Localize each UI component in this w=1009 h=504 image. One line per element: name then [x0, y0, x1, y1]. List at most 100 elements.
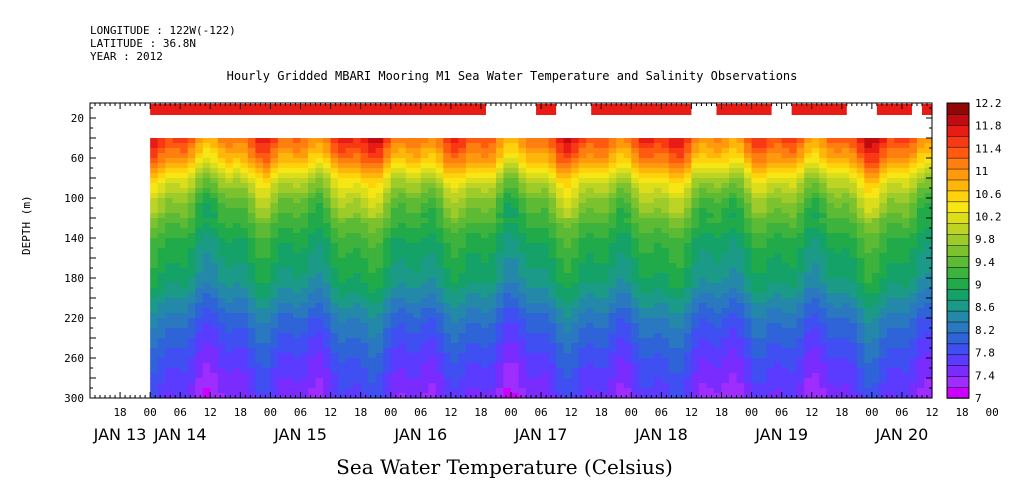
heatmap-cell [744, 313, 753, 319]
heatmap-cell [292, 328, 302, 334]
heatmap-cell [676, 393, 685, 399]
heatmap-cell [150, 198, 159, 204]
heatmap-cell [345, 183, 354, 189]
heatmap-cell [217, 328, 226, 334]
heatmap-cell [819, 278, 828, 284]
heatmap-cell [518, 143, 527, 149]
heatmap-cell [353, 143, 362, 149]
heatmap-cell [691, 353, 700, 359]
heatmap-cell [398, 378, 407, 384]
heatmap-cell [556, 163, 565, 169]
heatmap-cell [262, 263, 272, 269]
heatmap-cell [353, 213, 362, 219]
heatmap-cell [811, 318, 820, 324]
heatmap-cell [623, 188, 632, 194]
heatmap-cell [503, 273, 512, 279]
heatmap-cell [819, 348, 828, 354]
heatmap-cell [285, 243, 294, 249]
heatmap-cell [849, 273, 858, 279]
heatmap-cell [623, 293, 632, 299]
heatmap-cell [586, 368, 595, 374]
heatmap-cell [165, 253, 174, 259]
heatmap-cell [488, 233, 497, 239]
heatmap-cell [330, 383, 339, 389]
heatmap-cell [796, 223, 805, 229]
heatmap-cell [458, 138, 467, 144]
heatmap-cell [383, 203, 392, 209]
heatmap-cell [601, 338, 610, 344]
heatmap-cell [405, 253, 414, 259]
heatmap-cell [428, 158, 437, 164]
heatmap-cell [759, 313, 768, 319]
heatmap-cell [473, 258, 482, 264]
heatmap-cell [428, 138, 437, 144]
heatmap-cell [247, 158, 256, 164]
heatmap-cell [255, 163, 264, 169]
heatmap-cell [277, 303, 287, 309]
heatmap-cell [698, 373, 708, 379]
heatmap-cell [315, 348, 324, 354]
heatmap-cell [789, 143, 798, 149]
heatmap-cell [796, 268, 805, 274]
heatmap-cell [586, 163, 595, 169]
heatmap-cell [548, 253, 557, 259]
heatmap-cell [511, 248, 520, 254]
heatmap-cell [187, 208, 196, 214]
heatmap-cell [826, 198, 835, 204]
heatmap-cell [759, 263, 768, 269]
heatmap-cell [488, 363, 497, 369]
heatmap-cell [323, 143, 332, 149]
heatmap-cell [383, 353, 392, 359]
heatmap-cell [661, 388, 670, 394]
heatmap-cell [165, 303, 174, 309]
heatmap-cell [413, 208, 422, 214]
heatmap-cell [413, 183, 422, 189]
heatmap-cell [608, 153, 617, 159]
heatmap-cell [601, 368, 610, 374]
heatmap-cell [428, 363, 437, 369]
heatmap-cell [668, 178, 677, 184]
heatmap-cell [165, 263, 174, 269]
heatmap-cell [398, 218, 407, 224]
heatmap-cell [503, 178, 512, 184]
heatmap-cell [157, 183, 166, 189]
heatmap-cell [616, 138, 625, 144]
heatmap-cell [338, 388, 347, 394]
heatmap-cell [150, 273, 159, 279]
heatmap-cell [698, 388, 708, 394]
heatmap-cell [270, 358, 279, 364]
heatmap-cell [495, 373, 505, 379]
heatmap-cell [556, 258, 565, 264]
heatmap-cell [668, 313, 677, 319]
heatmap-cell [706, 213, 715, 219]
heatmap-cell [556, 198, 565, 204]
heatmap-cell [593, 218, 602, 224]
heatmap-cell [345, 278, 354, 284]
heatmap-cell [616, 378, 625, 384]
heatmap-cell [488, 168, 497, 174]
heatmap-cell [571, 303, 580, 309]
heatmap-cell [661, 218, 670, 224]
heatmap-cell [593, 328, 602, 334]
heatmap-cell [187, 173, 196, 179]
heatmap-cell [796, 293, 805, 299]
heatmap-cell [420, 143, 429, 149]
heatmap-cell [285, 333, 294, 339]
heatmap-cell [450, 263, 459, 269]
heatmap-cell [759, 283, 768, 289]
heatmap-cell [736, 173, 745, 179]
heatmap-cell [217, 273, 226, 279]
heatmap-cell [285, 363, 294, 369]
heatmap-cell [698, 143, 708, 149]
heatmap-cell [503, 233, 512, 239]
heatmap-cell [578, 153, 587, 159]
heatmap-cell [834, 328, 843, 334]
heatmap-cell [638, 198, 647, 204]
heatmap-cell [330, 233, 339, 239]
heatmap-cell [165, 308, 174, 314]
heatmap-cell [819, 248, 828, 254]
heatmap-cell [503, 248, 512, 254]
heatmap-cell [631, 363, 640, 369]
heatmap-cell [157, 138, 166, 144]
heatmap-cell [240, 193, 249, 199]
